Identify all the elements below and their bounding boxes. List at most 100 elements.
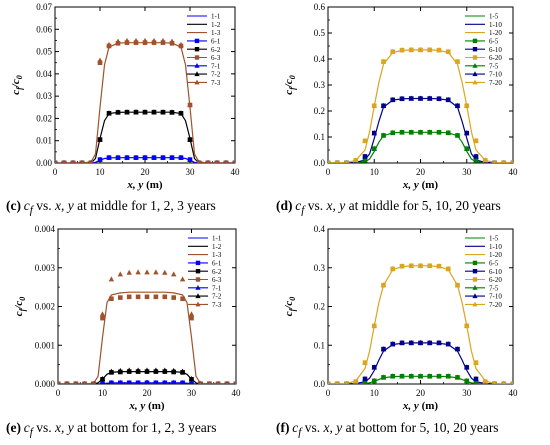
marker-7-5	[454, 132, 461, 138]
caption-d: (d) cf vs. x, y at middle for 5, 10, 20 …	[276, 198, 501, 217]
y-tick-label: 0.07	[36, 2, 52, 12]
marker-7-2	[171, 367, 177, 373]
marker-7-20	[445, 265, 451, 271]
legend-label-7-20: 7-20	[489, 301, 502, 309]
marker-7-3	[144, 269, 150, 275]
legend-label-1-1: 1-1	[211, 13, 221, 21]
marker-7-1	[151, 154, 157, 160]
chart-e: 0 10 20 30 40 0.000 0.001 0.002 0.003 0.004 x, y (…	[13, 224, 241, 412]
y-tick-label: 0.0	[314, 158, 326, 168]
marker-7-3	[224, 160, 228, 163]
marker-7-10	[436, 339, 442, 345]
caption-c: (c) cf vs. x, y at middle for 1, 2, 3 ye…	[6, 198, 216, 217]
marker-7-10	[445, 96, 451, 102]
legend-label-7-2: 7-2	[211, 71, 221, 79]
legend-label-1-2: 1-2	[211, 21, 221, 29]
legend-label-7-3: 7-3	[212, 301, 222, 309]
marker-7-10	[408, 339, 414, 345]
legend-marker-6-20	[472, 277, 478, 282]
series-layer	[328, 46, 513, 163]
chart-f: 0 10 20 30 40 0.0 0.1 0.2 0.3 0.4 x, y (m) cf/c0 1-5…	[283, 224, 518, 412]
legend-marker-7-3	[195, 301, 201, 307]
x-axis-label: x, y (m)	[402, 400, 438, 412]
marker-7-1	[100, 381, 105, 384]
marker-7-10	[464, 364, 470, 370]
y-tick-label: 0.004	[35, 224, 56, 234]
marker-7-20	[371, 102, 377, 108]
marker-7-1	[162, 379, 168, 384]
marker-7-20	[473, 359, 479, 365]
marker-7-10	[436, 95, 442, 101]
marker-7-5	[464, 145, 470, 151]
marker-7-10	[473, 375, 479, 381]
marker-7-5	[445, 373, 451, 379]
series-layer	[55, 37, 235, 163]
marker-7-3	[99, 311, 106, 317]
legend-marker-7-2	[194, 71, 200, 77]
marker-7-3	[207, 381, 211, 384]
marker-7-5	[362, 380, 368, 384]
legend-marker-7-1	[194, 63, 200, 68]
legend-label-1-3: 1-3	[211, 29, 221, 37]
marker-7-20	[335, 160, 339, 163]
x-tick-label: 40	[231, 167, 241, 177]
y-tick-label: 0.03	[36, 91, 52, 101]
marker-6-3	[144, 294, 150, 300]
marker-7-20	[328, 160, 330, 163]
legend-marker-7-2	[195, 293, 201, 299]
marker-7-3	[162, 269, 168, 275]
legend: 1-51-101-206-56-106-207-57-107-20	[465, 235, 502, 309]
y-tick-label: 0.1	[314, 340, 325, 350]
y-axis-label: cf/c0	[13, 297, 27, 317]
marker-7-10	[362, 375, 368, 381]
y-tick-label: 0.0	[314, 379, 326, 389]
marker-7-3	[216, 381, 220, 384]
marker-7-5	[445, 129, 451, 135]
x-tick-label: 20	[416, 388, 426, 398]
marker-7-5	[473, 157, 479, 163]
marker-7-20	[492, 381, 497, 384]
legend-label-1-1: 1-1	[212, 235, 222, 243]
legend-label-7-3: 7-3	[211, 79, 221, 87]
x-tick-label: 0	[326, 388, 331, 398]
marker-7-2	[115, 109, 121, 115]
marker-7-3	[91, 381, 96, 384]
x-tick-label: 30	[186, 167, 196, 177]
legend-marker-7-1	[195, 285, 201, 290]
marker-6-20	[510, 160, 513, 163]
marker-7-20	[362, 359, 368, 365]
legend-marker-6-2	[194, 47, 200, 52]
legend-label-6-10: 6-10	[489, 268, 502, 276]
legend-label-6-10: 6-10	[489, 46, 502, 54]
marker-7-5	[390, 129, 396, 135]
marker-7-3	[171, 271, 177, 277]
y-tick-label: 0.003	[35, 263, 56, 273]
marker-7-20	[362, 137, 368, 143]
marker-7-20	[344, 381, 349, 384]
marker-7-1	[133, 154, 139, 160]
marker-7-10	[445, 341, 451, 347]
marker-7-3	[188, 311, 195, 317]
legend-label-6-1: 6-1	[212, 260, 222, 268]
legend-marker-6-3	[194, 55, 200, 60]
legend-label-6-20: 6-20	[489, 276, 502, 284]
legend-label-1-20: 1-20	[489, 251, 502, 259]
marker-7-3	[124, 37, 130, 43]
marker-7-3	[234, 381, 236, 384]
marker-7-5	[362, 157, 368, 163]
legend-marker-6-1	[195, 260, 201, 266]
x-axis-label: x, y (m)	[128, 400, 164, 412]
marker-7-2	[160, 109, 166, 115]
legend-label-6-5: 6-5	[489, 38, 499, 46]
marker-7-20	[328, 381, 330, 384]
marker-7-20	[436, 47, 442, 53]
marker-7-10	[408, 95, 414, 101]
legend-label-6-3: 6-3	[211, 54, 221, 62]
legend-label-7-20: 7-20	[489, 79, 502, 87]
marker-7-1	[142, 154, 148, 160]
marker-6-3	[171, 295, 176, 300]
marker-7-2	[153, 367, 159, 373]
caption-f: (f) cf vs. x, y at bottom for 5, 10, 20 …	[276, 420, 499, 439]
legend-label-6-2: 6-2	[211, 46, 221, 54]
